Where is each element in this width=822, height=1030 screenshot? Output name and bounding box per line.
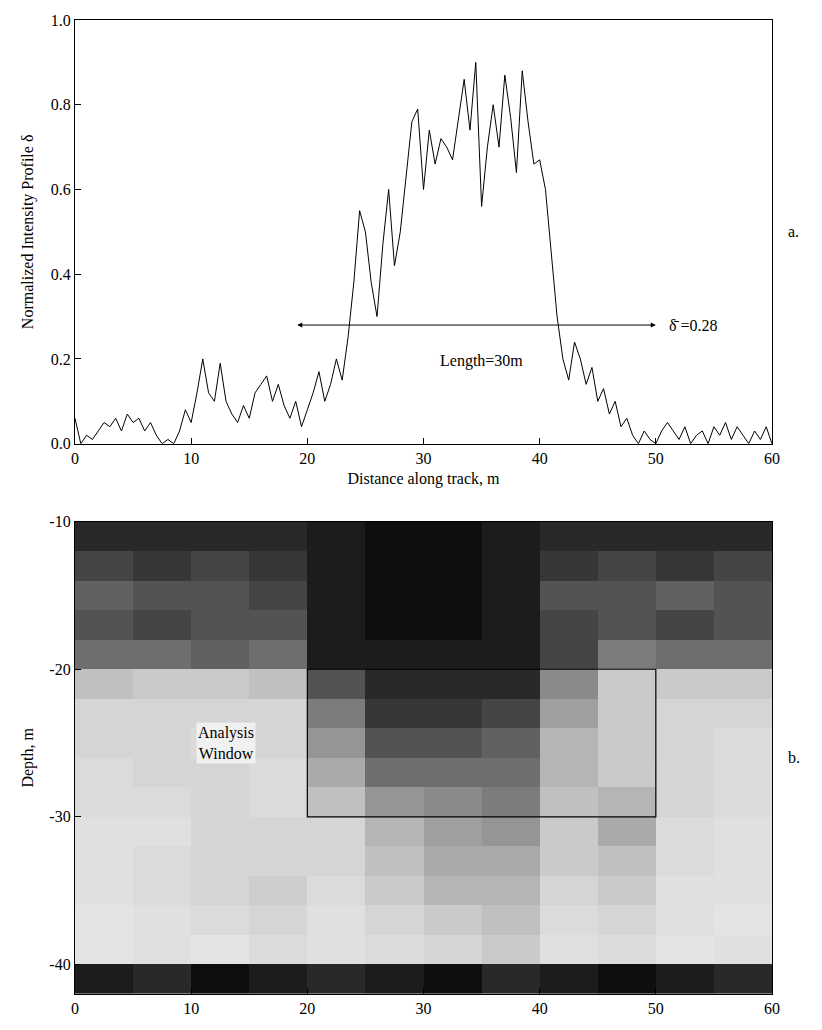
svg-text:0.2: 0.2 [51, 351, 71, 368]
svg-text:50: 50 [648, 450, 664, 467]
svg-text:50: 50 [648, 1000, 664, 1017]
svg-text:30: 30 [416, 1000, 432, 1017]
svg-text:40: 40 [532, 450, 548, 467]
svg-text:0.0: 0.0 [51, 435, 71, 452]
svg-text:-10: -10 [49, 513, 70, 530]
svg-text:Length=30m: Length=30m [440, 352, 523, 370]
svg-text:-20: -20 [49, 661, 70, 678]
svg-text:b.: b. [788, 749, 800, 766]
svg-text:60: 60 [764, 1000, 780, 1017]
svg-text:0.6: 0.6 [51, 181, 71, 198]
svg-text:0.8: 0.8 [51, 96, 71, 113]
svg-text:Depth, m: Depth, m [19, 727, 37, 787]
svg-text:0: 0 [71, 1000, 79, 1017]
svg-text:1.0: 1.0 [51, 12, 71, 29]
svg-text:0.4: 0.4 [51, 266, 71, 283]
svg-text:10: 10 [183, 450, 199, 467]
svg-text:Distance along track, m: Distance along track, m [348, 470, 501, 488]
svg-text:δ̄ =0.28: δ̄ =0.28 [669, 317, 718, 334]
svg-text:40: 40 [532, 1000, 548, 1017]
svg-text:-30: -30 [49, 808, 70, 825]
svg-text:10: 10 [183, 1000, 199, 1017]
svg-text:AnalysisWindow: AnalysisWindow [198, 724, 254, 762]
svg-text:20: 20 [299, 1000, 315, 1017]
svg-text:30: 30 [416, 450, 432, 467]
svg-text:0: 0 [71, 450, 79, 467]
svg-text:Normalized Intensity Profile δ: Normalized Intensity Profile δ [19, 135, 37, 330]
svg-text:20: 20 [299, 450, 315, 467]
svg-text:a.: a. [788, 223, 799, 240]
svg-text:-40: -40 [49, 956, 70, 973]
svg-text:60: 60 [764, 450, 780, 467]
